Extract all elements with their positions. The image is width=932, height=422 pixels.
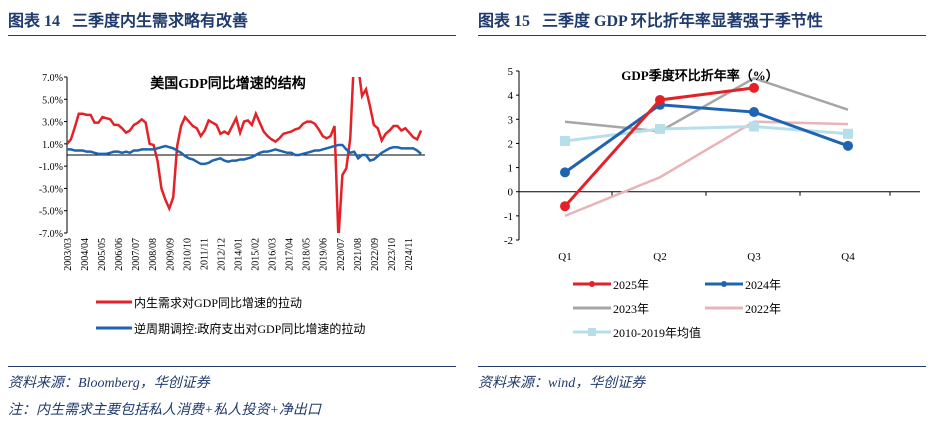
data-point	[655, 94, 665, 105]
right-figure-title: 图表 15 三季度 GDP 环比折年率显著强于季节性	[478, 13, 823, 30]
left-note: 注：内生需求主要包括私人消费+私人投资+净出口	[8, 403, 321, 418]
data-point	[749, 82, 759, 93]
data-point	[843, 140, 853, 151]
x-tick-label: 2014/01	[233, 238, 244, 271]
series-line	[564, 103, 849, 174]
data-point	[560, 136, 570, 147]
legend-marker	[589, 281, 595, 287]
x-tick-label: 2024/11	[404, 238, 415, 270]
y-tick-label: 7.0%	[42, 73, 63, 84]
x-tick-label: 2003/03	[63, 238, 74, 271]
y-tick-label: 4	[508, 90, 514, 102]
x-tick-label: 2020/07	[336, 238, 347, 271]
x-tick-label: 2011/11	[199, 238, 210, 270]
right-footer-divider	[478, 366, 926, 367]
data-point	[655, 99, 665, 110]
data-point	[843, 128, 853, 139]
right-header-divider	[478, 35, 926, 36]
x-tick-label: Q4	[841, 251, 855, 263]
data-point	[749, 121, 759, 132]
series-line	[563, 86, 755, 208]
x-tick-label: 2017/04	[285, 238, 296, 271]
y-tick-label: -2	[504, 235, 513, 247]
x-tick-label: 2016/03	[268, 238, 279, 271]
legend-label: 2025年	[613, 278, 649, 292]
data-point	[655, 123, 665, 134]
y-tick-label: -1	[504, 211, 513, 223]
x-tick-label: 2019/06	[319, 238, 330, 271]
y-tick-label: 5	[508, 66, 514, 78]
legend-label: 2024年	[745, 278, 781, 292]
x-tick-label: 2005/05	[97, 238, 108, 271]
x-tick-label: 2012/12	[216, 238, 227, 271]
y-tick-label: -5.0%	[39, 207, 63, 218]
left-chart: 7.0% 5.0% 3.0% 1.0% -1.0% -3.0% -5.0% -7.0%2003…	[39, 73, 425, 336]
x-tick-label: 2009/09	[165, 238, 176, 271]
y-tick-label: 3.0%	[42, 118, 63, 129]
x-tick-label: 2006/06	[114, 238, 125, 271]
legend-label: 逆周期调控:政府支出对GDP同比增速的拉动	[134, 321, 365, 336]
x-tick-label: 2015/02	[251, 238, 262, 271]
x-tick-label: 2004/04	[80, 238, 91, 271]
left-figure-title: 图表 14 三季度内生需求略有改善	[8, 13, 249, 30]
y-tick-label: 0	[508, 187, 514, 199]
x-tick-label: 2018/05	[302, 238, 313, 271]
y-tick-label: -3.0%	[39, 184, 63, 195]
series-line	[564, 125, 849, 143]
x-tick-label: Q3	[747, 251, 761, 263]
y-tick-label: 1.0%	[42, 140, 63, 151]
data-point	[560, 167, 570, 178]
y-tick-label: -1.0%	[39, 162, 63, 173]
x-tick-label: Q2	[653, 251, 666, 263]
left-footer-divider	[8, 366, 456, 367]
x-tick-label: 2010/10	[182, 238, 193, 271]
x-tick-label: Q1	[558, 251, 571, 263]
series-line-domestic-demand	[67, 77, 423, 233]
x-tick-label: 2022/09	[370, 238, 381, 271]
left-header-divider	[8, 35, 456, 36]
chart-title: GDP季度环比折年率（%）	[621, 68, 778, 83]
data-point	[749, 107, 759, 118]
left-source: 资料来源：Bloomberg，华创证券	[8, 376, 210, 391]
y-tick-label: 1	[508, 163, 514, 175]
y-tick-label: 5.0%	[42, 95, 63, 106]
legend-marker	[588, 328, 596, 336]
legend-label: 2022年	[745, 302, 781, 316]
x-tick-label: 2023/10	[387, 238, 398, 271]
x-tick-label: 2008/08	[148, 238, 159, 271]
chart-title: 美国GDP同比增速的结构	[150, 75, 306, 92]
x-tick-label: 2021/08	[353, 238, 364, 271]
y-tick-label: 2	[508, 138, 514, 150]
legend-label: 内生需求对GDP同比增速的拉动	[134, 295, 302, 310]
right-source: 资料来源：wind，华创证券	[478, 376, 646, 391]
x-tick-label: 2007/07	[131, 238, 142, 271]
legend-label: 2010-2019年均值	[613, 325, 701, 340]
data-point	[560, 201, 570, 212]
legend-label: 2023年	[613, 302, 649, 316]
series-line-government-spending	[67, 143, 422, 166]
series-line	[564, 76, 849, 133]
y-tick-label: -7.0%	[39, 229, 63, 240]
legend-marker	[721, 281, 727, 287]
y-tick-label: 3	[508, 114, 514, 126]
series-line	[564, 120, 849, 218]
